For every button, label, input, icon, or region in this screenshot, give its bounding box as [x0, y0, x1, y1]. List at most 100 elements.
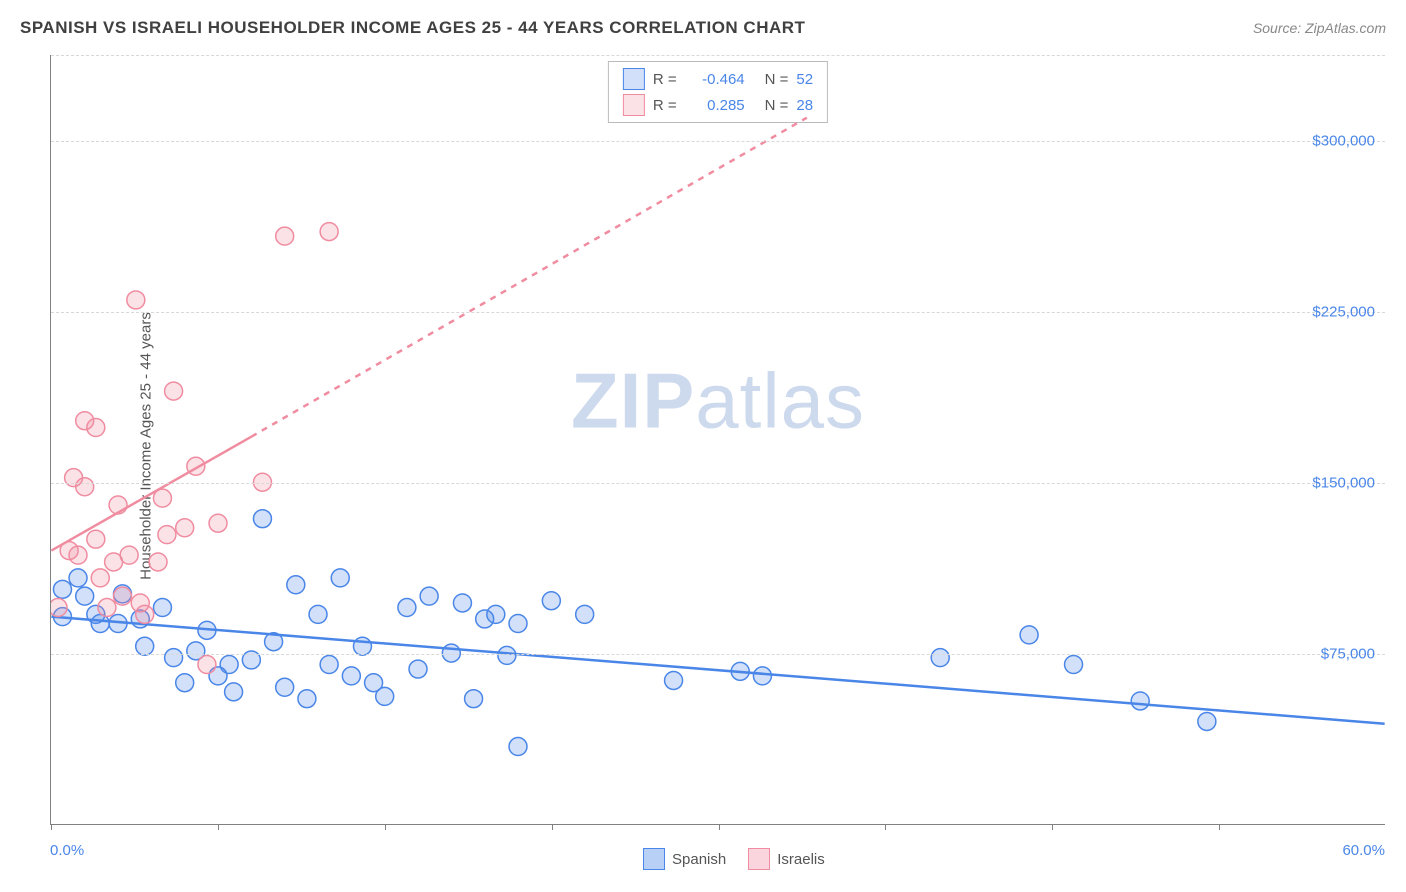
scatter-point — [309, 605, 327, 623]
scatter-point — [76, 478, 94, 496]
scatter-point — [87, 419, 105, 437]
scatter-point — [420, 587, 438, 605]
scatter-point — [113, 585, 131, 603]
x-tick — [1052, 824, 1053, 830]
scatter-point — [98, 599, 116, 617]
gridline — [51, 141, 1385, 142]
scatter-point — [1198, 712, 1216, 730]
scatter-point — [665, 671, 683, 689]
scatter-point — [69, 546, 87, 564]
scatter-point — [153, 599, 171, 617]
scatter-point — [131, 610, 149, 628]
scatter-point — [76, 412, 94, 430]
scatter-point — [220, 656, 238, 674]
scatter-point — [453, 594, 471, 612]
legend-item: Spanish — [643, 848, 726, 870]
scatter-point — [165, 382, 183, 400]
scatter-point — [176, 519, 194, 537]
trend-line — [51, 437, 251, 551]
scatter-point — [53, 580, 71, 598]
gridline — [51, 654, 1385, 655]
scatter-point — [276, 227, 294, 245]
n-label: N = — [765, 97, 789, 114]
n-label: N = — [765, 71, 789, 88]
scatter-point — [731, 662, 749, 680]
r-label: R = — [653, 71, 677, 88]
scatter-point — [176, 674, 194, 692]
x-tick — [385, 824, 386, 830]
scatter-point — [53, 608, 71, 626]
scatter-point — [60, 542, 78, 560]
scatter-point — [187, 457, 205, 475]
scatter-point — [136, 605, 154, 623]
scatter-point — [465, 690, 483, 708]
scatter-point — [198, 621, 216, 639]
scatter-point — [149, 553, 167, 571]
x-tick — [218, 824, 219, 830]
scatter-point — [265, 633, 283, 651]
scatter-point — [365, 674, 383, 692]
scatter-point — [109, 615, 127, 633]
scatter-point — [409, 660, 427, 678]
scatter-point — [509, 738, 527, 756]
scatter-point — [76, 587, 94, 605]
scatter-point — [120, 546, 138, 564]
scatter-point — [91, 615, 109, 633]
scatter-point — [136, 637, 154, 655]
scatter-point — [187, 642, 205, 660]
stats-legend: R =-0.464N =52R =0.285N =28 — [608, 61, 828, 123]
y-tick-label: $225,000 — [1312, 303, 1375, 320]
trend-line — [251, 118, 807, 437]
scatter-point — [113, 587, 131, 605]
scatter-point — [498, 646, 516, 664]
scatter-point — [398, 599, 416, 617]
scatter-point — [153, 489, 171, 507]
source-label: Source: ZipAtlas.com — [1253, 20, 1386, 36]
scatter-point — [165, 649, 183, 667]
scatter-point — [87, 605, 105, 623]
scatter-point — [51, 599, 67, 617]
stats-row: R =0.285N =28 — [623, 92, 813, 118]
scatter-point — [931, 649, 949, 667]
stats-row: R =-0.464N =52 — [623, 66, 813, 92]
scatter-point — [225, 683, 243, 701]
scatter-point — [353, 637, 371, 655]
scatter-point — [87, 530, 105, 548]
watermark: ZIPatlas — [571, 356, 865, 447]
scatter-point — [753, 667, 771, 685]
gridline — [51, 312, 1385, 313]
legend-swatch — [623, 94, 645, 116]
scatter-point — [91, 569, 109, 587]
scatter-point — [209, 514, 227, 532]
scatter-point — [376, 687, 394, 705]
y-tick-label: $75,000 — [1321, 645, 1375, 662]
scatter-point — [65, 469, 83, 487]
n-value: 52 — [796, 71, 813, 88]
scatter-point — [476, 610, 494, 628]
r-label: R = — [653, 97, 677, 114]
scatter-point — [109, 496, 127, 514]
chart-svg — [51, 55, 1385, 824]
series-legend: Spanish Israelis — [643, 848, 825, 870]
scatter-point — [1065, 656, 1083, 674]
scatter-point — [198, 656, 216, 674]
plot-area: ZIPatlas R =-0.464N =52R =0.285N =28 $75… — [50, 55, 1385, 825]
scatter-point — [105, 553, 123, 571]
scatter-point — [69, 569, 87, 587]
x-tick — [51, 824, 52, 830]
scatter-point — [298, 690, 316, 708]
scatter-point — [576, 605, 594, 623]
scatter-point — [342, 667, 360, 685]
x-min-label: 0.0% — [50, 842, 84, 859]
scatter-point — [1020, 626, 1038, 644]
y-tick-label: $150,000 — [1312, 474, 1375, 491]
x-tick — [719, 824, 720, 830]
scatter-point — [287, 576, 305, 594]
x-max-label: 60.0% — [1342, 842, 1385, 859]
scatter-point — [158, 526, 176, 544]
scatter-point — [1131, 692, 1149, 710]
trend-line — [51, 617, 1384, 724]
legend-item: Israelis — [748, 848, 825, 870]
scatter-point — [542, 592, 560, 610]
scatter-point — [320, 223, 338, 241]
